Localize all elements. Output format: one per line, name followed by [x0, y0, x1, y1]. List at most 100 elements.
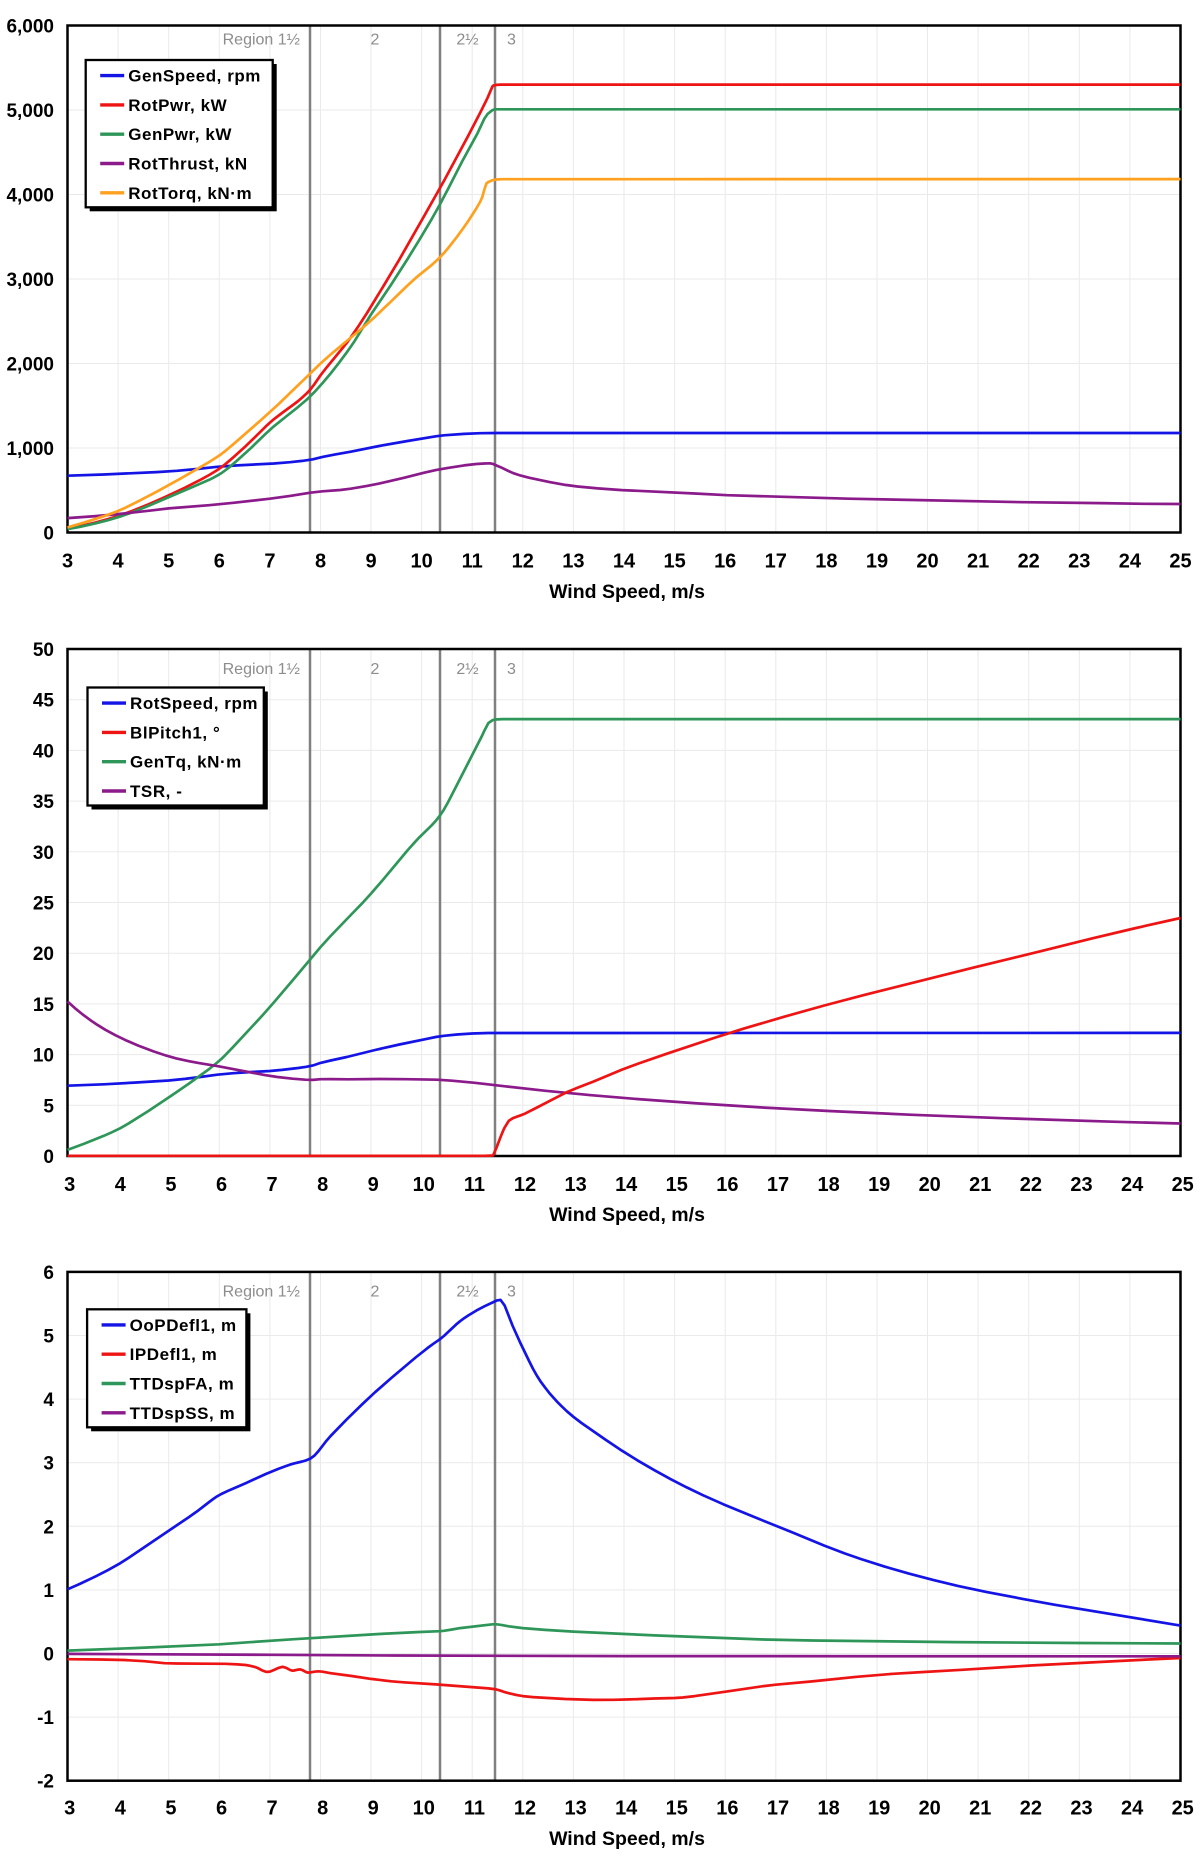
svg-text:Wind Speed, m/s: Wind Speed, m/s: [549, 1204, 705, 1226]
svg-text:22: 22: [1020, 1174, 1042, 1196]
svg-text:21: 21: [969, 1174, 991, 1196]
svg-text:3,000: 3,000: [6, 270, 54, 291]
svg-text:RotThrust, kN: RotThrust, kN: [128, 155, 248, 174]
svg-text:21: 21: [969, 1798, 991, 1820]
svg-text:3: 3: [64, 1798, 75, 1820]
svg-text:30: 30: [33, 843, 54, 864]
svg-text:11: 11: [462, 551, 483, 573]
svg-text:8: 8: [317, 1798, 328, 1820]
svg-text:21: 21: [967, 551, 989, 573]
svg-text:7: 7: [267, 1798, 278, 1820]
svg-text:10: 10: [410, 551, 432, 573]
svg-text:10: 10: [413, 1174, 435, 1196]
svg-text:8: 8: [315, 551, 326, 573]
svg-text:13: 13: [564, 1174, 586, 1196]
svg-text:2½: 2½: [456, 32, 478, 49]
svg-text:13: 13: [562, 551, 584, 573]
svg-text:2: 2: [43, 1517, 54, 1538]
svg-text:40: 40: [33, 741, 54, 762]
svg-text:17: 17: [765, 551, 787, 573]
svg-text:0: 0: [43, 524, 54, 545]
svg-text:12: 12: [512, 551, 534, 573]
svg-text:Wind Speed, m/s: Wind Speed, m/s: [549, 1828, 705, 1850]
svg-text:RotTorq, kN·m: RotTorq, kN·m: [128, 184, 252, 203]
svg-text:18: 18: [817, 1174, 839, 1196]
svg-text:22: 22: [1018, 551, 1040, 573]
svg-text:1,000: 1,000: [6, 439, 54, 460]
svg-text:5: 5: [165, 1174, 176, 1196]
svg-text:11: 11: [464, 1174, 485, 1196]
svg-text:8: 8: [317, 1174, 328, 1196]
svg-text:4: 4: [115, 1174, 127, 1196]
svg-text:3: 3: [507, 1284, 516, 1301]
svg-text:3: 3: [64, 1174, 75, 1196]
svg-text:6: 6: [43, 1263, 54, 1284]
svg-text:16: 16: [716, 1798, 738, 1820]
svg-text:2: 2: [371, 32, 380, 49]
svg-text:7: 7: [267, 1174, 278, 1196]
svg-text:TSR, -: TSR, -: [130, 782, 182, 801]
svg-text:Region 1½: Region 1½: [223, 1284, 300, 1301]
svg-text:20: 20: [916, 551, 938, 573]
svg-text:19: 19: [866, 551, 888, 573]
svg-text:14: 14: [615, 1174, 638, 1196]
svg-text:25: 25: [33, 894, 55, 915]
svg-text:50: 50: [33, 640, 54, 661]
svg-text:20: 20: [33, 944, 54, 965]
svg-text:GenPwr, kW: GenPwr, kW: [128, 125, 232, 144]
svg-text:RotPwr, kW: RotPwr, kW: [128, 96, 227, 115]
svg-text:-1: -1: [37, 1708, 54, 1729]
svg-text:6,000: 6,000: [6, 17, 54, 38]
svg-text:12: 12: [514, 1174, 536, 1196]
svg-text:0: 0: [43, 1645, 54, 1666]
svg-text:2½: 2½: [456, 1284, 478, 1301]
svg-text:17: 17: [767, 1798, 789, 1820]
svg-text:BlPitch1, °: BlPitch1, °: [130, 723, 220, 742]
svg-text:OoPDefl1, m: OoPDefl1, m: [130, 1316, 237, 1335]
svg-text:4: 4: [115, 1798, 127, 1820]
svg-text:24: 24: [1121, 1174, 1144, 1196]
svg-text:7: 7: [264, 551, 275, 573]
svg-text:20: 20: [919, 1174, 941, 1196]
svg-text:Wind Speed, m/s: Wind Speed, m/s: [549, 581, 705, 603]
svg-text:5: 5: [163, 551, 174, 573]
svg-text:5: 5: [43, 1096, 54, 1117]
svg-text:5: 5: [165, 1798, 176, 1820]
svg-text:5,000: 5,000: [6, 101, 54, 122]
svg-text:12: 12: [514, 1798, 536, 1820]
svg-text:19: 19: [868, 1174, 890, 1196]
svg-text:9: 9: [365, 551, 376, 573]
svg-text:2: 2: [371, 1284, 380, 1301]
svg-text:GenTq, kN·m: GenTq, kN·m: [130, 753, 242, 772]
svg-text:3: 3: [43, 1454, 54, 1475]
svg-text:24: 24: [1119, 551, 1142, 573]
svg-text:25: 25: [1169, 551, 1191, 573]
svg-text:18: 18: [817, 1798, 839, 1820]
svg-text:1: 1: [43, 1581, 54, 1602]
svg-text:15: 15: [666, 1798, 688, 1820]
svg-text:Region 1½: Region 1½: [223, 661, 300, 678]
svg-text:15: 15: [33, 995, 55, 1016]
svg-text:2: 2: [371, 661, 380, 678]
svg-text:4: 4: [43, 1390, 54, 1411]
svg-text:23: 23: [1068, 551, 1090, 573]
svg-text:17: 17: [767, 1174, 789, 1196]
svg-text:3: 3: [507, 32, 516, 49]
svg-text:23: 23: [1070, 1798, 1092, 1820]
svg-text:5: 5: [43, 1327, 54, 1348]
svg-text:11: 11: [464, 1798, 485, 1820]
svg-text:TTDspFA, m: TTDspFA, m: [130, 1375, 235, 1394]
svg-text:25: 25: [1172, 1798, 1194, 1820]
svg-text:22: 22: [1020, 1798, 1042, 1820]
svg-text:35: 35: [33, 792, 55, 813]
svg-text:3: 3: [507, 661, 516, 678]
svg-text:10: 10: [413, 1798, 435, 1820]
svg-text:13: 13: [564, 1798, 586, 1820]
svg-text:4: 4: [113, 551, 125, 573]
svg-text:14: 14: [615, 1798, 638, 1820]
svg-text:6: 6: [216, 1798, 227, 1820]
svg-text:-2: -2: [37, 1772, 54, 1793]
svg-text:IPDefl1, m: IPDefl1, m: [130, 1345, 218, 1364]
svg-text:6: 6: [214, 551, 225, 573]
svg-text:RotSpeed, rpm: RotSpeed, rpm: [130, 694, 258, 713]
